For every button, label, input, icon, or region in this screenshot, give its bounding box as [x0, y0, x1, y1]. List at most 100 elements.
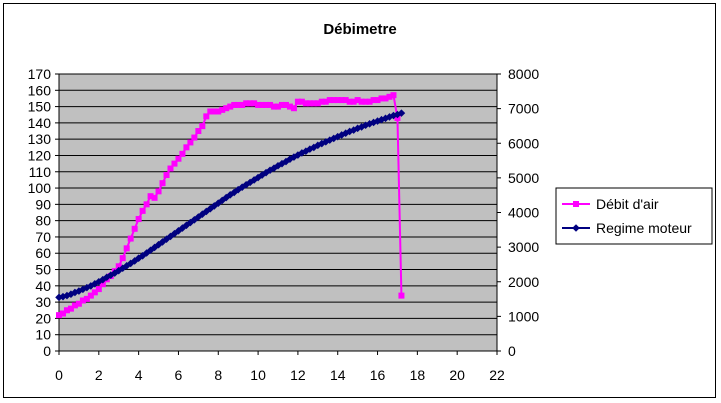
x-tick-label: 4 — [135, 367, 143, 383]
y-left-tick-label: 160 — [28, 82, 52, 98]
y-left-tick-label: 170 — [28, 66, 52, 82]
y-left-tick-label: 40 — [35, 278, 51, 294]
y-right-tick-label: 6000 — [508, 135, 539, 151]
data-point — [214, 199, 223, 207]
data-point — [255, 101, 262, 108]
data-point — [330, 97, 337, 104]
data-point — [350, 98, 357, 105]
data-point — [290, 153, 298, 161]
data-point — [127, 235, 134, 242]
data-point — [167, 165, 174, 172]
data-point — [290, 105, 297, 112]
data-point — [231, 101, 238, 108]
y-right-tick-label: 5000 — [508, 170, 539, 186]
y-left-tick-label: 30 — [35, 294, 51, 310]
y-right-tick-label: 3000 — [508, 239, 539, 255]
data-point — [131, 225, 138, 232]
data-point — [63, 291, 71, 300]
data-point — [91, 289, 98, 296]
data-point — [59, 310, 66, 317]
legend-marker — [573, 201, 579, 207]
y-left-tick-label: 80 — [35, 213, 51, 229]
data-point — [222, 193, 231, 202]
data-point — [362, 98, 369, 105]
data-point — [95, 286, 102, 293]
data-point — [163, 172, 170, 179]
data-point — [263, 101, 270, 108]
x-tick-label: 2 — [95, 367, 103, 383]
data-point — [71, 302, 78, 309]
data-point — [310, 100, 317, 107]
plot-area — [58, 73, 498, 352]
data-point — [370, 97, 377, 104]
data-point — [353, 124, 362, 133]
data-point — [298, 149, 306, 157]
data-point — [397, 109, 406, 117]
data-point — [389, 111, 398, 120]
data-point — [223, 105, 230, 112]
y-left-tick-label: 110 — [29, 164, 52, 180]
data-point — [91, 280, 99, 288]
data-point — [138, 251, 147, 260]
data-point — [282, 101, 289, 108]
data-point — [322, 98, 329, 105]
data-point — [75, 300, 82, 307]
data-point — [250, 176, 258, 184]
y-left-tick-label: 0 — [43, 343, 51, 359]
data-point — [333, 132, 342, 141]
data-point — [302, 100, 309, 107]
data-point — [306, 100, 313, 107]
data-point — [154, 240, 163, 249]
data-point — [119, 255, 126, 262]
data-point — [378, 95, 385, 102]
data-point — [183, 144, 190, 151]
data-point — [227, 103, 234, 110]
data-point — [99, 281, 106, 288]
data-point — [187, 139, 194, 146]
y-right-tick-label: 1000 — [508, 308, 539, 324]
data-point — [314, 141, 322, 150]
data-point — [321, 138, 330, 146]
data-point — [337, 131, 346, 139]
data-point — [354, 97, 361, 104]
data-point — [135, 216, 142, 223]
y-left-tick-label: 120 — [28, 147, 52, 163]
data-point — [159, 180, 166, 187]
x-tick-label: 16 — [370, 367, 386, 383]
data-point — [385, 113, 394, 121]
data-point — [298, 98, 305, 105]
x-tick-label: 6 — [175, 367, 183, 383]
x-tick-label: 22 — [489, 367, 505, 383]
data-point — [215, 108, 222, 115]
data-point — [59, 292, 67, 301]
data-point — [67, 305, 74, 312]
legend: Débit d'air Regime moteur — [555, 187, 713, 245]
data-point — [143, 201, 150, 208]
data-point — [286, 103, 293, 110]
data-point — [83, 295, 90, 302]
y-right-tick-label: 2000 — [508, 274, 539, 290]
data-point — [318, 98, 325, 105]
data-point — [174, 227, 183, 235]
data-point — [179, 150, 186, 157]
data-point — [243, 100, 250, 107]
data-point — [267, 101, 274, 108]
data-point — [294, 151, 302, 159]
data-point — [294, 98, 301, 105]
y-left-tick-label: 20 — [35, 310, 51, 326]
data-point — [278, 159, 286, 168]
data-point — [219, 106, 226, 113]
data-point — [83, 283, 91, 292]
data-point — [199, 123, 206, 130]
y-right-tick-label: 7000 — [508, 101, 539, 117]
data-point — [251, 100, 258, 107]
data-point — [266, 166, 274, 175]
data-point — [211, 108, 218, 115]
data-point — [195, 128, 202, 135]
y-left-tick-label: 90 — [35, 196, 51, 212]
data-point — [242, 181, 250, 189]
x-tick-label: 0 — [55, 367, 63, 383]
data-point — [191, 134, 198, 141]
data-point — [171, 160, 178, 167]
